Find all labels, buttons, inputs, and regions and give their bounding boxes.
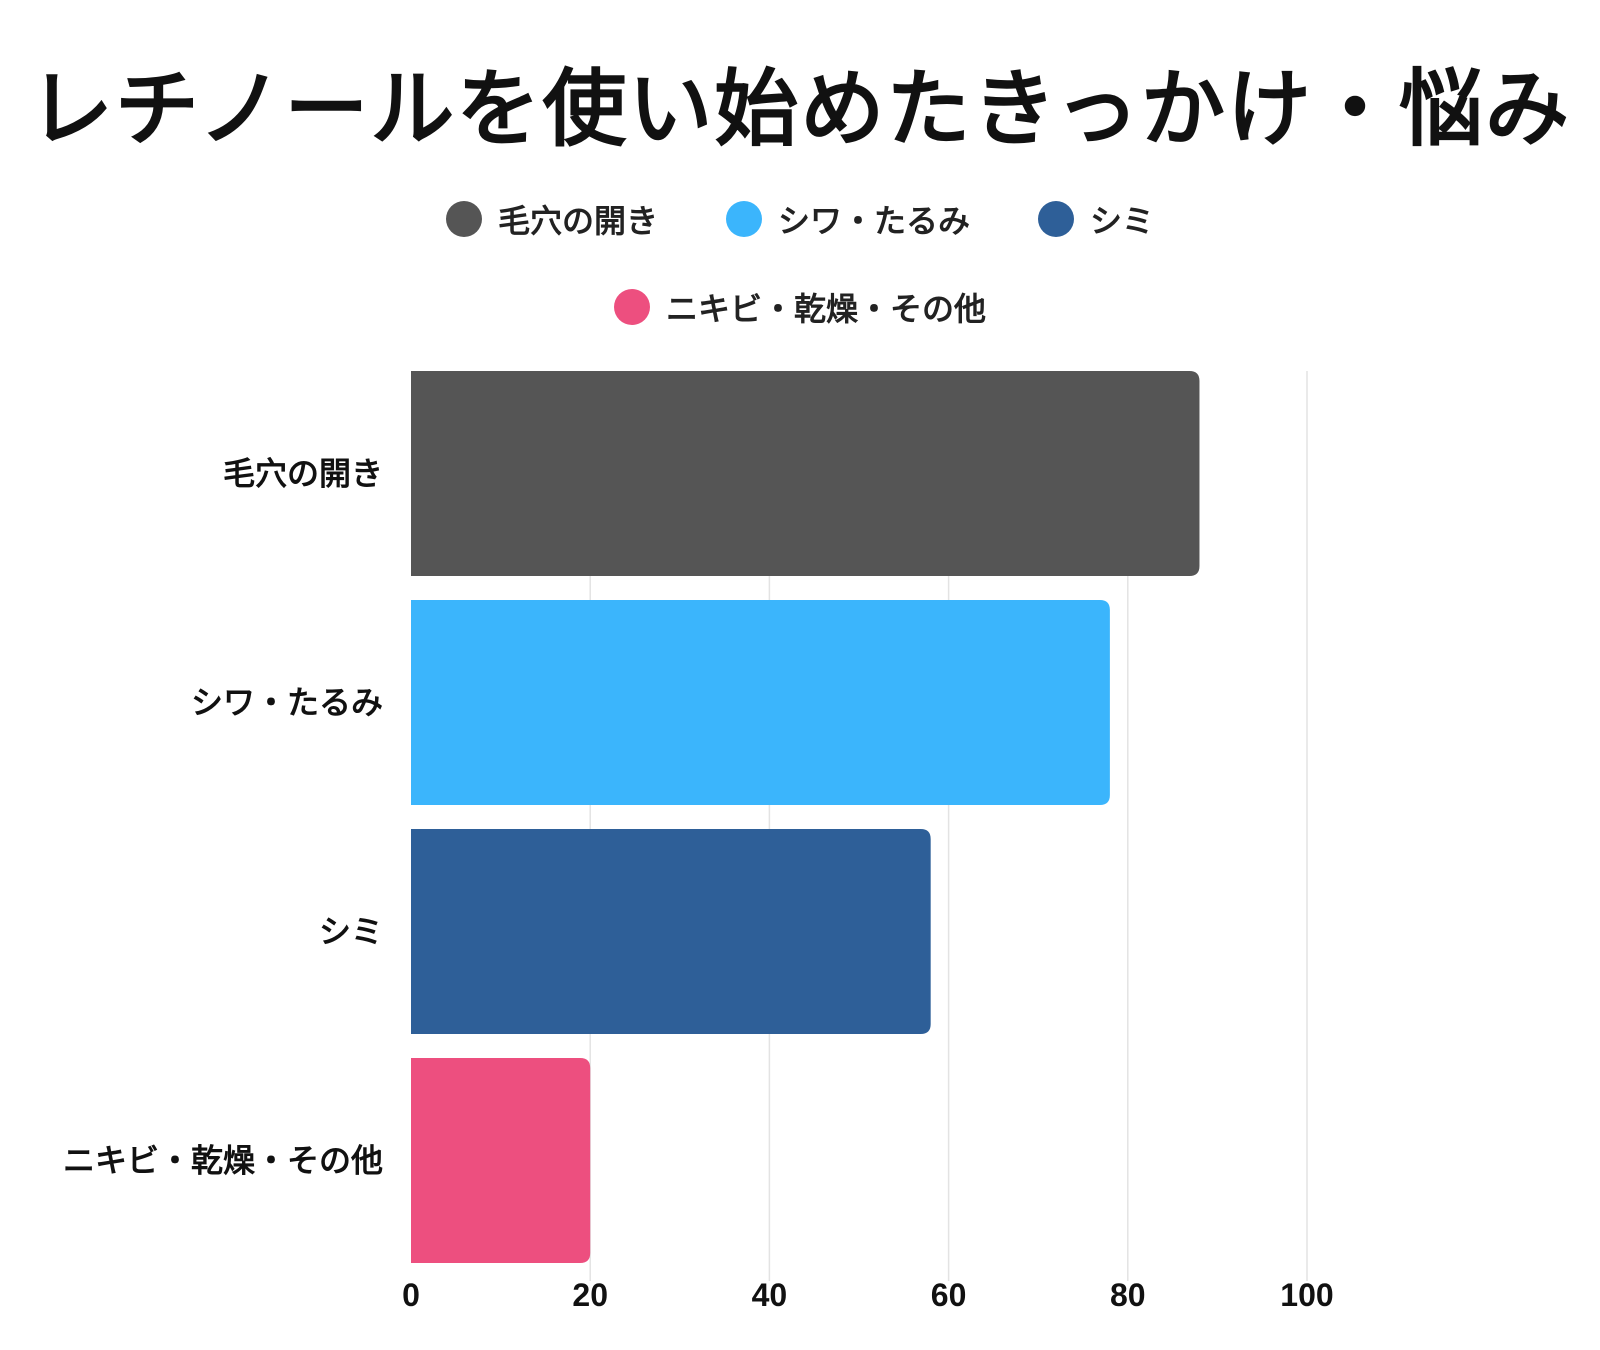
tick-label-layer: 0 20 40 60 80 100 [402,1277,1334,1313]
x-tick-label-80: 80 [1110,1277,1146,1313]
bar-2 [411,829,931,1034]
chart-title: レチノールを使い始めたきっかけ・悩み [28,60,1572,158]
legend-label-wrinkles: シワ・たるみ [777,202,970,240]
legend-label-pores: 毛穴の開き [497,202,658,240]
bar-layer [411,371,1200,1263]
x-tick-label-100: 100 [1280,1277,1333,1313]
x-tick-label-0: 0 [402,1277,420,1313]
legend-item-pores: 毛穴の開き [445,196,658,242]
category-label-1: シワ・たるみ [191,684,383,722]
bar-3 [411,1058,591,1263]
legend-item-spots: シミ [1038,196,1154,242]
category-label-2: シミ [319,913,383,951]
x-tick-label-40: 40 [752,1277,788,1313]
legend-row-2: ニキビ・乾燥・その他 [0,284,1600,330]
legend-swatch-acne-other [613,289,650,325]
legend-swatch-pores [445,201,482,237]
legend-swatch-spots [1038,201,1074,237]
legend-label-acne-other: ニキビ・乾燥・その他 [665,290,986,328]
legend-swatch-wrinkles [725,201,762,237]
legend-item-wrinkles: シワ・たるみ [725,196,970,242]
legend-item-acne-other: ニキビ・乾燥・その他 [613,284,986,330]
x-tick-label-60: 60 [931,1277,967,1313]
bar-0 [411,371,1200,576]
category-label-3: ニキビ・乾燥・その他 [63,1142,383,1180]
category-label-0: 毛穴の開き [223,455,383,493]
x-tick-label-20: 20 [572,1277,608,1313]
bar-1 [411,600,1110,805]
legend-row-1: 毛穴の開き シワ・たるみ シミ [0,196,1600,242]
legend-label-spots: シミ [1090,202,1155,240]
